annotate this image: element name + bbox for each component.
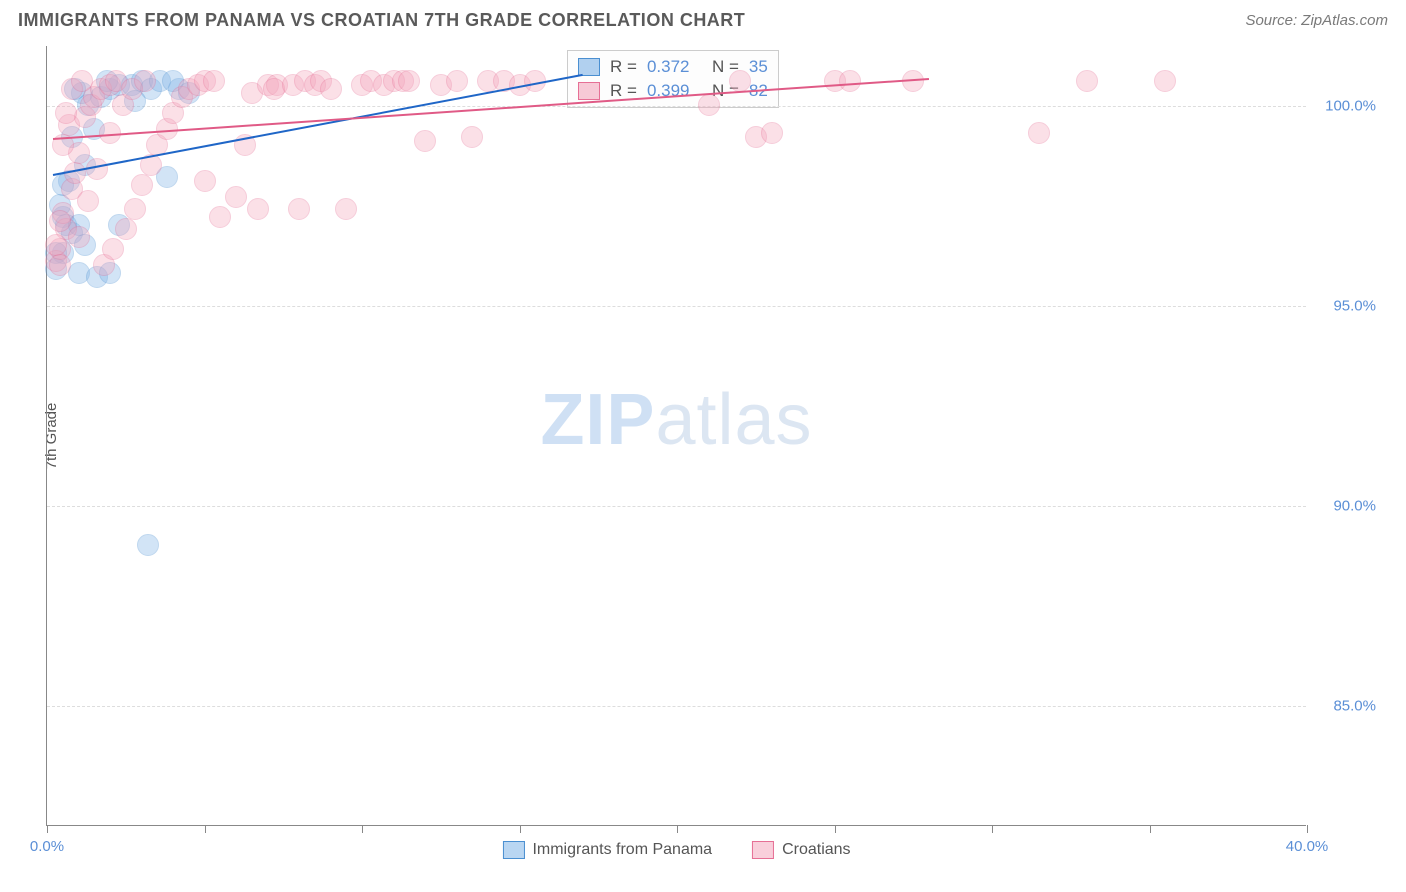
- data-point: [398, 70, 420, 92]
- x-tick: [362, 825, 363, 833]
- plot-area: ZIPatlas R =0.372N =35R =0.399N =82 Immi…: [46, 46, 1306, 826]
- gridline: [47, 706, 1306, 707]
- legend-label: Croatians: [782, 841, 850, 859]
- x-tick: [835, 825, 836, 833]
- data-point: [729, 70, 751, 92]
- x-tick-label: 40.0%: [1286, 838, 1329, 855]
- data-point: [225, 186, 247, 208]
- bottom-legend-item: Immigrants from Panama: [502, 841, 712, 859]
- data-point: [45, 234, 67, 256]
- legend-swatch: [578, 82, 600, 100]
- legend-label: Immigrants from Panama: [532, 841, 712, 859]
- data-point: [839, 70, 861, 92]
- chart-container: 7th Grade ZIPatlas R =0.372N =35R =0.399…: [46, 46, 1386, 826]
- data-point: [137, 534, 159, 556]
- data-point: [134, 70, 156, 92]
- r-label: R =: [610, 57, 637, 77]
- data-point: [49, 210, 71, 232]
- data-point: [320, 78, 342, 100]
- data-point: [247, 198, 269, 220]
- data-point: [194, 170, 216, 192]
- x-tick: [520, 825, 521, 833]
- y-tick-label: 95.0%: [1333, 298, 1376, 315]
- gridline: [47, 506, 1306, 507]
- r-value: 0.372: [647, 57, 702, 77]
- y-tick-label: 90.0%: [1333, 498, 1376, 515]
- data-point: [55, 102, 77, 124]
- data-point: [461, 126, 483, 148]
- x-tick: [47, 825, 48, 833]
- data-point: [335, 198, 357, 220]
- data-point: [1028, 122, 1050, 144]
- y-tick-label: 100.0%: [1325, 98, 1376, 115]
- data-point: [102, 238, 124, 260]
- data-point: [446, 70, 468, 92]
- x-tick: [1307, 825, 1308, 833]
- chart-title: IMMIGRANTS FROM PANAMA VS CROATIAN 7TH G…: [18, 10, 745, 31]
- data-point: [414, 130, 436, 152]
- data-point: [49, 254, 71, 276]
- data-point: [71, 70, 93, 92]
- legend-swatch: [752, 841, 774, 859]
- data-point: [1154, 70, 1176, 92]
- data-point: [288, 198, 310, 220]
- data-point: [203, 70, 225, 92]
- n-value: 35: [749, 57, 768, 77]
- watermark: ZIPatlas: [540, 379, 812, 461]
- data-point: [115, 218, 137, 240]
- data-point: [1076, 70, 1098, 92]
- x-tick: [205, 825, 206, 833]
- data-point: [68, 226, 90, 248]
- gridline: [47, 106, 1306, 107]
- bottom-legend-item: Croatians: [752, 841, 850, 859]
- data-point: [209, 206, 231, 228]
- x-tick: [992, 825, 993, 833]
- data-point: [761, 122, 783, 144]
- data-point: [131, 174, 153, 196]
- gridline: [47, 306, 1306, 307]
- x-tick-label: 0.0%: [30, 838, 64, 855]
- legend-swatch: [502, 841, 524, 859]
- data-point: [124, 198, 146, 220]
- x-tick: [1150, 825, 1151, 833]
- source-label: Source: ZipAtlas.com: [1245, 12, 1388, 29]
- bottom-legend: Immigrants from Panama Croatians: [502, 841, 850, 859]
- y-tick-label: 85.0%: [1333, 698, 1376, 715]
- data-point: [77, 190, 99, 212]
- data-point: [698, 94, 720, 116]
- x-tick: [677, 825, 678, 833]
